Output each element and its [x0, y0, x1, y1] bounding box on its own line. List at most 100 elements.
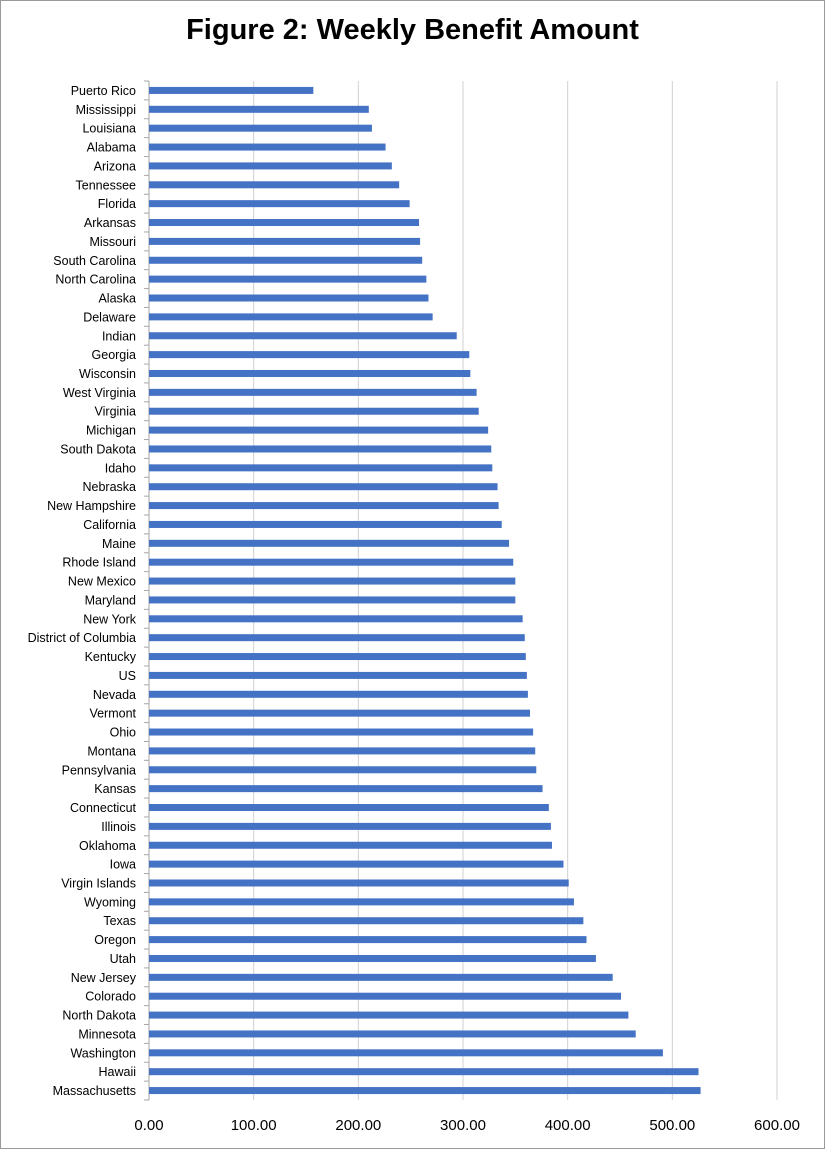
bar	[149, 766, 537, 774]
category-label: Michigan	[86, 424, 136, 438]
bar	[149, 1049, 663, 1057]
category-label: Utah	[110, 952, 136, 966]
bar	[149, 747, 536, 755]
category-label: North Dakota	[62, 1009, 136, 1023]
bar	[149, 917, 584, 925]
category-label: Iowa	[110, 858, 136, 872]
category-label: Nebraska	[83, 480, 137, 494]
bar	[149, 502, 499, 510]
category-label: California	[83, 518, 136, 532]
bar	[149, 1087, 701, 1095]
bar	[149, 1068, 699, 1076]
bar	[149, 388, 477, 396]
category-label: Idaho	[105, 461, 136, 475]
bar	[149, 256, 423, 264]
category-label: Tennessee	[76, 178, 137, 192]
x-tick-label: 600.00	[754, 1117, 800, 1134]
category-label: Illinois	[101, 820, 136, 834]
bar	[149, 634, 525, 642]
bar	[149, 596, 516, 604]
bar	[149, 1011, 629, 1019]
category-label: New Hampshire	[47, 499, 136, 513]
category-label: Maine	[102, 537, 136, 551]
bar	[149, 407, 479, 415]
category-label: Montana	[87, 744, 136, 758]
bar	[149, 558, 514, 566]
bar	[149, 313, 433, 321]
bar	[149, 936, 587, 944]
category-label: Hawaii	[98, 1065, 136, 1079]
category-label: Arkansas	[84, 216, 136, 230]
bar	[149, 483, 498, 491]
x-tick-label: 0.00	[134, 1117, 163, 1134]
category-label: South Carolina	[53, 254, 136, 268]
category-label: Alabama	[87, 141, 136, 155]
category-label: Washington	[70, 1046, 136, 1060]
category-label: Virgin Islands	[61, 876, 136, 890]
bar	[149, 294, 429, 302]
bar	[149, 426, 489, 434]
category-label: Wisconsin	[79, 367, 136, 381]
category-label: Colorado	[85, 990, 136, 1004]
category-label: South Dakota	[60, 442, 136, 456]
category-label: West Virginia	[63, 386, 136, 400]
category-label: Georgia	[92, 348, 137, 362]
category-label: Missouri	[89, 235, 136, 249]
bar	[149, 275, 427, 283]
category-label: Wyoming	[84, 895, 136, 909]
category-label: Delaware	[83, 310, 136, 324]
bar	[149, 143, 386, 151]
bar	[149, 520, 502, 528]
bar	[149, 879, 569, 887]
bar	[149, 898, 574, 906]
bar	[149, 539, 510, 547]
bar	[149, 804, 549, 812]
bar	[149, 973, 613, 981]
bar	[149, 653, 526, 661]
x-tick-label: 200.00	[335, 1117, 381, 1134]
bar	[149, 728, 534, 736]
bar	[149, 690, 528, 698]
bar	[149, 464, 493, 472]
bar	[149, 860, 564, 868]
category-label: New Mexico	[68, 575, 136, 589]
bar	[149, 954, 596, 962]
bar	[149, 671, 527, 679]
bar	[149, 445, 492, 453]
category-label: District of Columbia	[28, 631, 136, 645]
bar	[149, 1030, 636, 1038]
x-tick-label: 400.00	[545, 1117, 591, 1134]
category-label: US	[119, 669, 136, 683]
category-label: Alaska	[98, 292, 136, 306]
bar	[149, 332, 457, 340]
category-label: Arizona	[94, 159, 136, 173]
category-label: Puerto Rico	[71, 84, 136, 98]
bar	[149, 369, 471, 377]
category-label: Massachusetts	[53, 1084, 136, 1098]
bar	[149, 124, 372, 132]
bar	[149, 219, 420, 227]
bar	[149, 86, 314, 94]
chart-title: Figure 2: Weekly Benefit Amount	[186, 14, 639, 46]
category-label: Rhode Island	[62, 556, 136, 570]
category-label: Mississippi	[76, 103, 136, 117]
bar	[149, 822, 551, 830]
x-tick-label: 100.00	[231, 1117, 277, 1134]
category-label: Ohio	[110, 726, 136, 740]
bar	[149, 841, 552, 849]
bar	[149, 785, 543, 793]
bar	[149, 237, 421, 245]
bar	[149, 615, 523, 623]
category-label: Pennsylvania	[62, 763, 136, 777]
category-label: Maryland	[85, 593, 136, 607]
category-label: Minnesota	[78, 1027, 136, 1041]
category-label: New York	[83, 612, 137, 626]
category-label: Oklahoma	[79, 839, 136, 853]
bar	[149, 992, 622, 1000]
bar	[149, 200, 410, 208]
category-label: New Jersey	[71, 971, 137, 985]
bar	[149, 351, 470, 359]
category-label: Virginia	[95, 405, 137, 419]
bar	[149, 105, 369, 113]
category-label: Louisiana	[82, 122, 136, 136]
